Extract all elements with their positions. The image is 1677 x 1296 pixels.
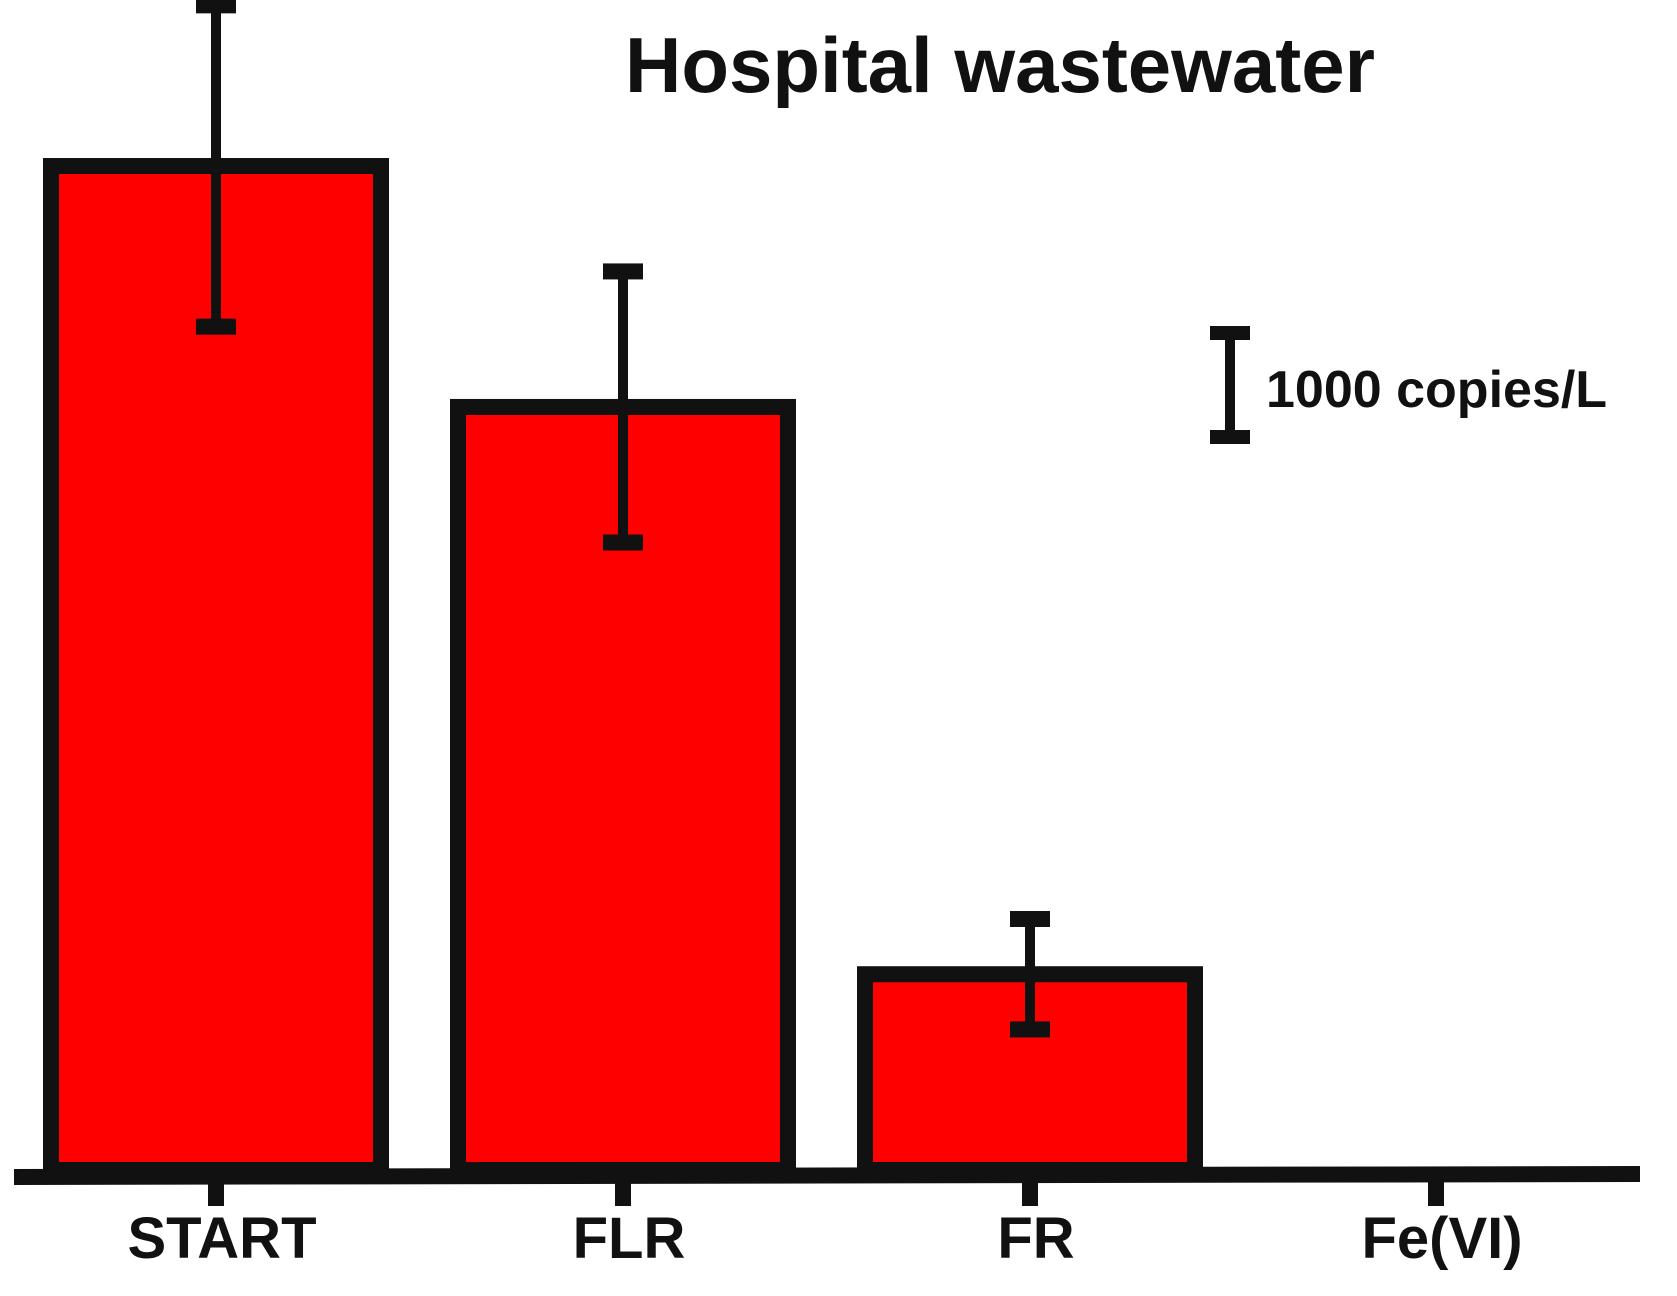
error-bar-start [196,0,236,335]
x-tick-label-fr: FR [997,1206,1074,1271]
x-tick-fe-vi [1428,1180,1444,1206]
error-bar-flr [603,263,643,551]
x-tick-flr [615,1180,631,1206]
scale-bar-cap-bottom [1210,430,1250,444]
error-bar-fr [1010,911,1050,1038]
error-bars-group [196,0,1050,1038]
scale-bar-cap-top [1210,326,1250,340]
x-tick-label-flr: FLR [573,1206,686,1271]
chart-title: Hospital wastewater [625,21,1375,109]
x-tick-label-fe-vi: Fe(VI) [1361,1206,1522,1271]
x-axis [13,1166,1641,1185]
scale-bar-label: 1000 copies/L [1266,361,1607,419]
x-tick-fr [1022,1180,1038,1206]
x-ticks-group: START FLR FR Fe(VI) [127,1180,1523,1271]
scale-bar: 1000 copies/L [1210,326,1607,444]
x-tick-label-start: START [127,1206,316,1271]
x-tick-start [208,1180,224,1206]
